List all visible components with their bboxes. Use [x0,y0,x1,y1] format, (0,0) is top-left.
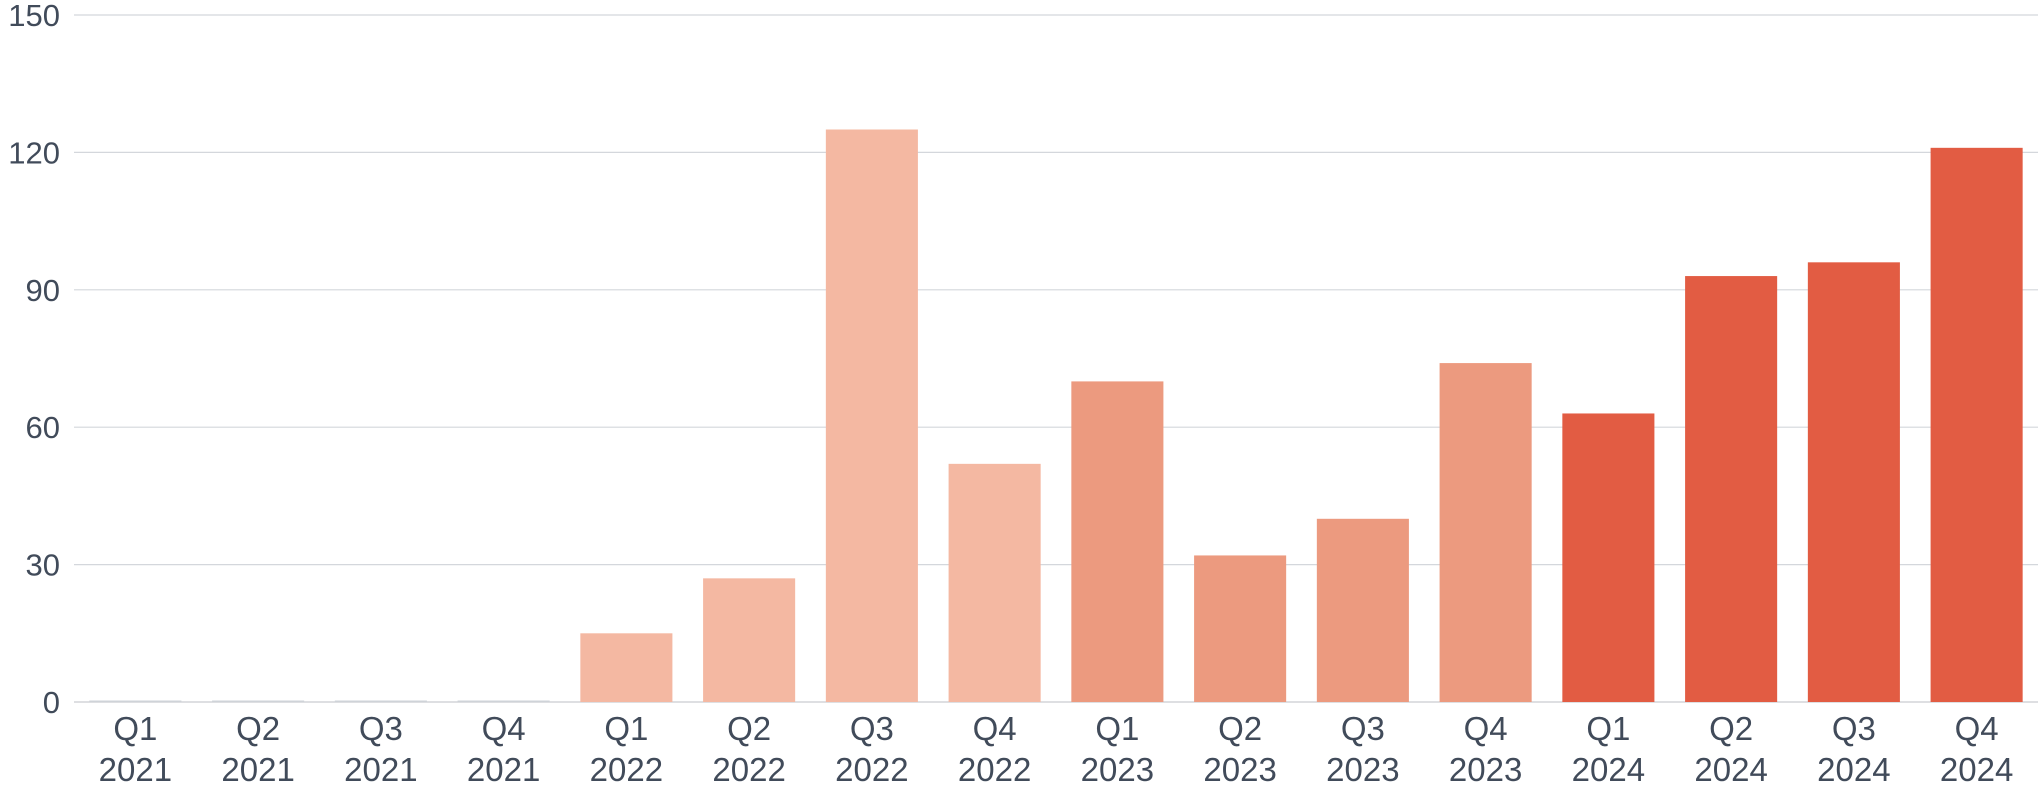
y-axis-ticks: 0 30 60 90 120 150 [8,0,60,720]
x-tick-quarter: Q1 [604,710,648,747]
x-tick-year: 2021 [99,751,172,788]
x-tick-quarter: Q4 [1464,710,1508,747]
x-tick-quarter: Q3 [1832,710,1876,747]
y-tick-label: 120 [8,135,60,170]
bar-q1-2023 [1071,381,1164,702]
x-tick-year: 2024 [1940,751,2013,788]
x-tick-quarter: Q2 [1709,710,1753,747]
y-tick-label: 150 [8,0,60,33]
x-tick-quarter: Q3 [850,710,894,747]
bar-q1-2021 [89,700,182,702]
x-tick-quarter: Q4 [482,710,526,747]
bar-q2-2024 [1685,276,1778,702]
x-tick-year: 2021 [221,751,294,788]
y-tick-label: 0 [43,685,60,720]
x-tick-year: 2022 [835,751,908,788]
bar-q4-2023 [1439,363,1532,702]
x-tick-quarter: Q3 [1341,710,1385,747]
bar-q3-2022 [825,129,918,702]
bar-q1-2022 [580,633,673,702]
x-tick-quarter: Q1 [1095,710,1139,747]
x-tick-quarter: Q2 [1218,710,1262,747]
x-tick-year: 2023 [1203,751,1276,788]
x-tick-year: 2024 [1817,751,1890,788]
y-tick-label: 90 [26,273,60,308]
x-axis-ticks: Q1 2021 Q2 2021 Q3 2021 Q4 2021 Q1 2022 Q2 2022 Q3 20… [99,710,2014,788]
bar-q2-2023 [1194,555,1287,702]
bar-q4-2022 [948,463,1041,702]
x-tick-year: 2023 [1081,751,1154,788]
x-tick-year: 2024 [1694,751,1767,788]
x-tick-year: 2023 [1449,751,1522,788]
bar-q3-2023 [1316,518,1409,702]
x-tick-quarter: Q2 [236,710,280,747]
bars [89,129,2023,702]
x-tick-year: 2022 [590,751,663,788]
x-tick-year: 2022 [712,751,785,788]
bar-q2-2022 [703,578,796,702]
x-tick-quarter: Q2 [727,710,771,747]
x-tick-quarter: Q3 [359,710,403,747]
x-tick-quarter: Q4 [973,710,1017,747]
bar-q3-2021 [334,700,427,702]
bar-q3-2024 [1807,262,1900,702]
x-tick-year: 2021 [344,751,417,788]
bar-q4-2021 [457,700,550,702]
x-tick-quarter: Q1 [113,710,157,747]
x-tick-year: 2021 [467,751,540,788]
y-tick-label: 60 [26,410,60,445]
x-tick-quarter: Q1 [1586,710,1630,747]
bar-q1-2024 [1562,413,1655,702]
y-tick-label: 30 [26,548,60,583]
x-tick-year: 2024 [1572,751,1645,788]
bar-q2-2021 [212,700,305,702]
x-tick-year: 2022 [958,751,1031,788]
x-tick-quarter: Q4 [1955,710,1999,747]
bar-q4-2024 [1930,147,2023,702]
x-tick-year: 2023 [1326,751,1399,788]
